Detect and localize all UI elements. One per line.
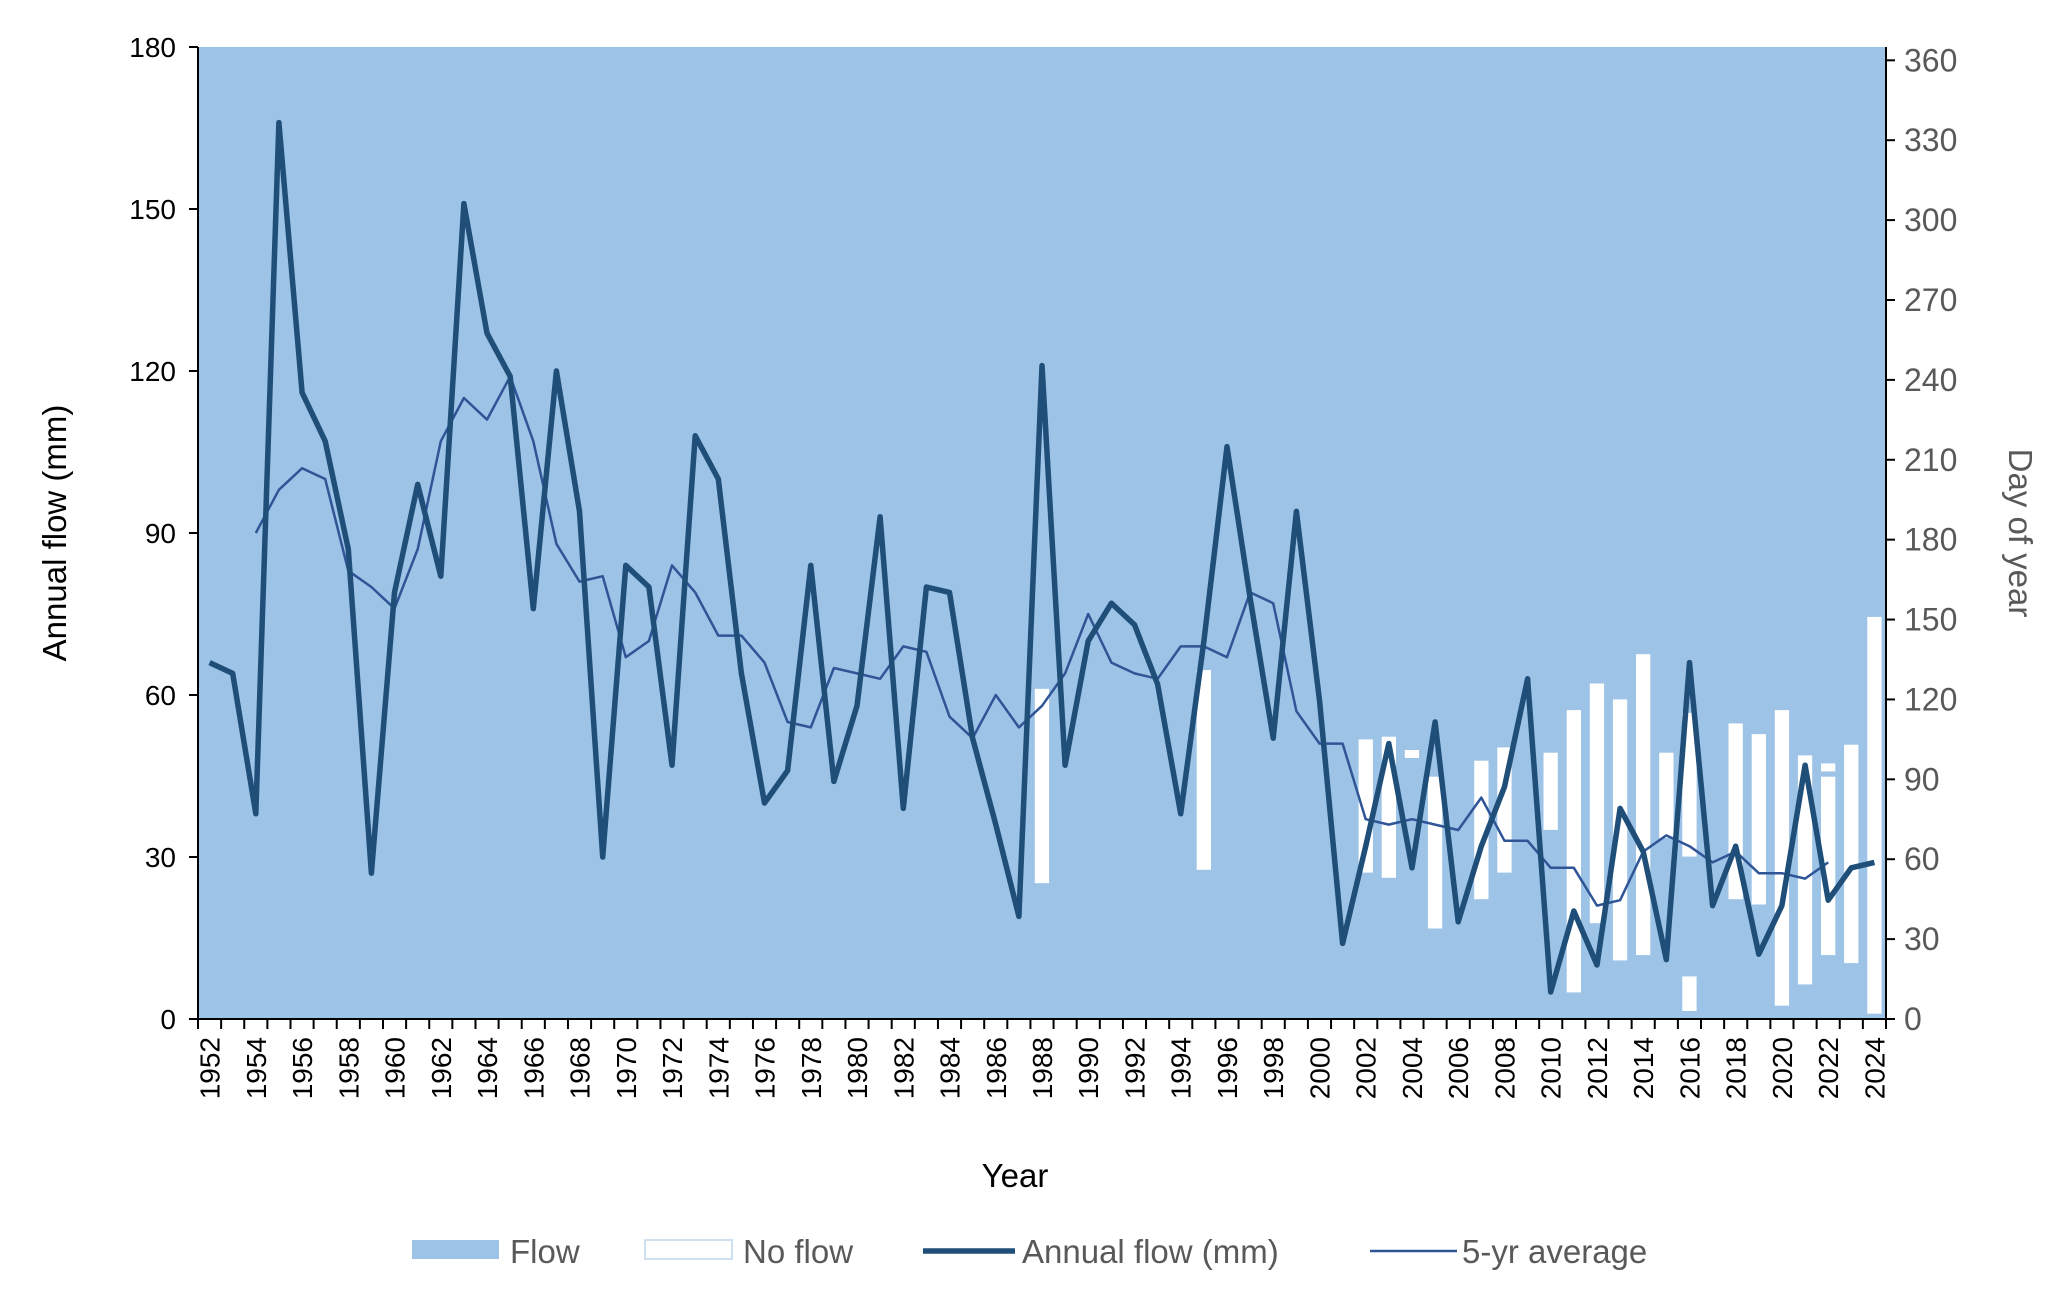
x-tick-label: 1966 [518, 1037, 549, 1099]
x-tick-label: 1964 [472, 1037, 503, 1099]
x-axis-title: Year [982, 1157, 1049, 1194]
legend-label: Annual flow (mm) [1022, 1233, 1279, 1270]
legend: Flow No flow Annual flow (mm) 5-yr average [412, 1233, 1647, 1270]
y2-tick-label: 150 [1904, 602, 1957, 638]
x-tick-label: 2018 [1721, 1037, 1752, 1099]
x-tick-label: 2024 [1859, 1037, 1890, 1099]
right-axis-ticks: 0 30 60 90 120 150 180 210 240 270 300 330 360 [1886, 42, 1957, 1037]
no-flow-bar [1844, 744, 1859, 964]
y-tick-label: 150 [129, 194, 176, 225]
x-tick-label: 2010 [1536, 1037, 1567, 1099]
series-line-annual-flow [208, 119, 1876, 995]
no-flow-bar [1797, 755, 1813, 985]
y2-tick-label: 180 [1904, 522, 1957, 558]
x-tick-label: 1972 [657, 1037, 688, 1099]
no-flow-bar [1566, 710, 1581, 993]
x-tick-label: 1954 [241, 1037, 272, 1099]
x-tick-label: 1988 [1027, 1037, 1058, 1099]
x-tick-label: 1992 [1120, 1037, 1151, 1099]
y-tick-label: 30 [145, 842, 176, 873]
no-flow-bar [1427, 776, 1443, 929]
x-tick-label: 2002 [1351, 1037, 1382, 1099]
series-line-5yr-average [254, 375, 1829, 907]
series-lines [208, 119, 1876, 995]
no-flow-bar [1682, 712, 1697, 857]
legend-label: 5-yr average [1462, 1233, 1647, 1270]
y-tick-label: 60 [145, 680, 176, 711]
x-tick-label: 1978 [796, 1037, 827, 1099]
y-tick-label: 0 [160, 1004, 176, 1035]
y-tick-label: 120 [129, 356, 176, 387]
x-tick-label: 1970 [611, 1037, 642, 1099]
y2-tick-label: 60 [1904, 841, 1940, 877]
x-tick-label: 2022 [1813, 1037, 1844, 1099]
x-tick-label: 2006 [1443, 1037, 1474, 1099]
no-flow-bar [1404, 750, 1420, 758]
no-flow-bars [1034, 616, 1882, 1014]
x-tick-label: 1974 [703, 1037, 734, 1099]
y2-tick-label: 210 [1904, 442, 1957, 478]
x-tick-label: 2004 [1397, 1037, 1428, 1099]
x-tick-label: 1968 [565, 1037, 596, 1099]
no-flow-bar [1751, 734, 1766, 905]
y2-tick-label: 270 [1904, 282, 1957, 318]
x-tick-label: 1986 [981, 1037, 1012, 1099]
x-tick-label: 2016 [1675, 1037, 1706, 1099]
y2-tick-label: 240 [1904, 362, 1957, 398]
x-tick-label: 1962 [426, 1037, 457, 1099]
x-tick-label: 1990 [1073, 1037, 1104, 1099]
y2-tick-label: 90 [1904, 761, 1940, 797]
no-flow-bar [1821, 776, 1836, 956]
x-axis-ticks: 1952 1954 1956 1958 1960 1962 1964 1966 1968 1970… [195, 1019, 1890, 1099]
x-tick-label: 2012 [1582, 1037, 1613, 1099]
no-flow-bar [1682, 976, 1697, 1011]
x-tick-label: 1998 [1258, 1037, 1289, 1099]
y2-tick-label: 360 [1904, 42, 1957, 78]
legend-swatch-flow [412, 1240, 499, 1259]
x-tick-label: 1976 [750, 1037, 781, 1099]
x-tick-label: 1952 [195, 1037, 226, 1099]
no-flow-bar [1034, 688, 1050, 884]
y2-tick-label: 330 [1904, 122, 1957, 158]
x-tick-label: 2020 [1767, 1037, 1798, 1099]
no-flow-bar [1543, 752, 1558, 830]
y-axis-title: Annual flow (mm) [36, 405, 73, 662]
x-tick-label: 1996 [1212, 1037, 1243, 1099]
y-tick-label: 180 [129, 32, 176, 63]
no-flow-bar [1659, 752, 1674, 838]
legend-swatch-no-flow [644, 1239, 733, 1260]
x-tick-label: 2014 [1628, 1037, 1659, 1099]
y2-axis-title: Day of year [2002, 449, 2039, 618]
x-tick-label: 1982 [888, 1037, 919, 1099]
left-axis-ticks: 0 30 60 90 120 150 180 [129, 32, 198, 1035]
legend-label: No flow [743, 1233, 853, 1270]
no-flow-bar [1636, 654, 1651, 956]
y2-tick-label: 0 [1904, 1001, 1922, 1037]
no-flow-bar [1774, 710, 1790, 1006]
x-tick-label: 1958 [333, 1037, 364, 1099]
y2-tick-label: 120 [1904, 681, 1957, 717]
x-tick-label: 2000 [1305, 1037, 1336, 1099]
no-flow-bar [1867, 616, 1882, 1014]
x-tick-label: 1956 [287, 1037, 318, 1099]
x-tick-label: 1994 [1166, 1037, 1197, 1099]
x-tick-label: 1984 [935, 1037, 966, 1099]
no-flow-bar [1196, 670, 1211, 870]
x-tick-label: 1960 [380, 1037, 411, 1099]
x-tick-label: 2008 [1490, 1037, 1521, 1099]
legend-label: Flow [510, 1233, 580, 1270]
x-tick-label: 1980 [842, 1037, 873, 1099]
no-flow-bar [1821, 763, 1836, 772]
y2-tick-label: 300 [1904, 202, 1957, 238]
no-flow-bar [1589, 683, 1605, 924]
y2-tick-label: 30 [1904, 921, 1940, 957]
y-tick-label: 90 [145, 518, 176, 549]
